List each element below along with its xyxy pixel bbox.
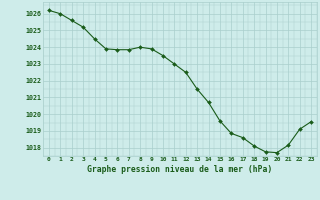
X-axis label: Graphe pression niveau de la mer (hPa): Graphe pression niveau de la mer (hPa): [87, 165, 273, 174]
